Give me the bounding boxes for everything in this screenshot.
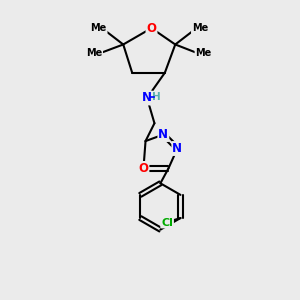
Text: O: O [139, 162, 148, 175]
Text: N: N [172, 142, 182, 155]
Text: Me: Me [91, 23, 107, 33]
Text: Cl: Cl [161, 218, 173, 227]
Text: Me: Me [192, 23, 208, 33]
Text: N: N [158, 128, 168, 141]
Text: Me: Me [86, 48, 102, 59]
Text: N: N [142, 92, 152, 104]
Text: Me: Me [195, 48, 212, 59]
Text: O: O [146, 22, 157, 34]
Text: H: H [152, 92, 161, 101]
